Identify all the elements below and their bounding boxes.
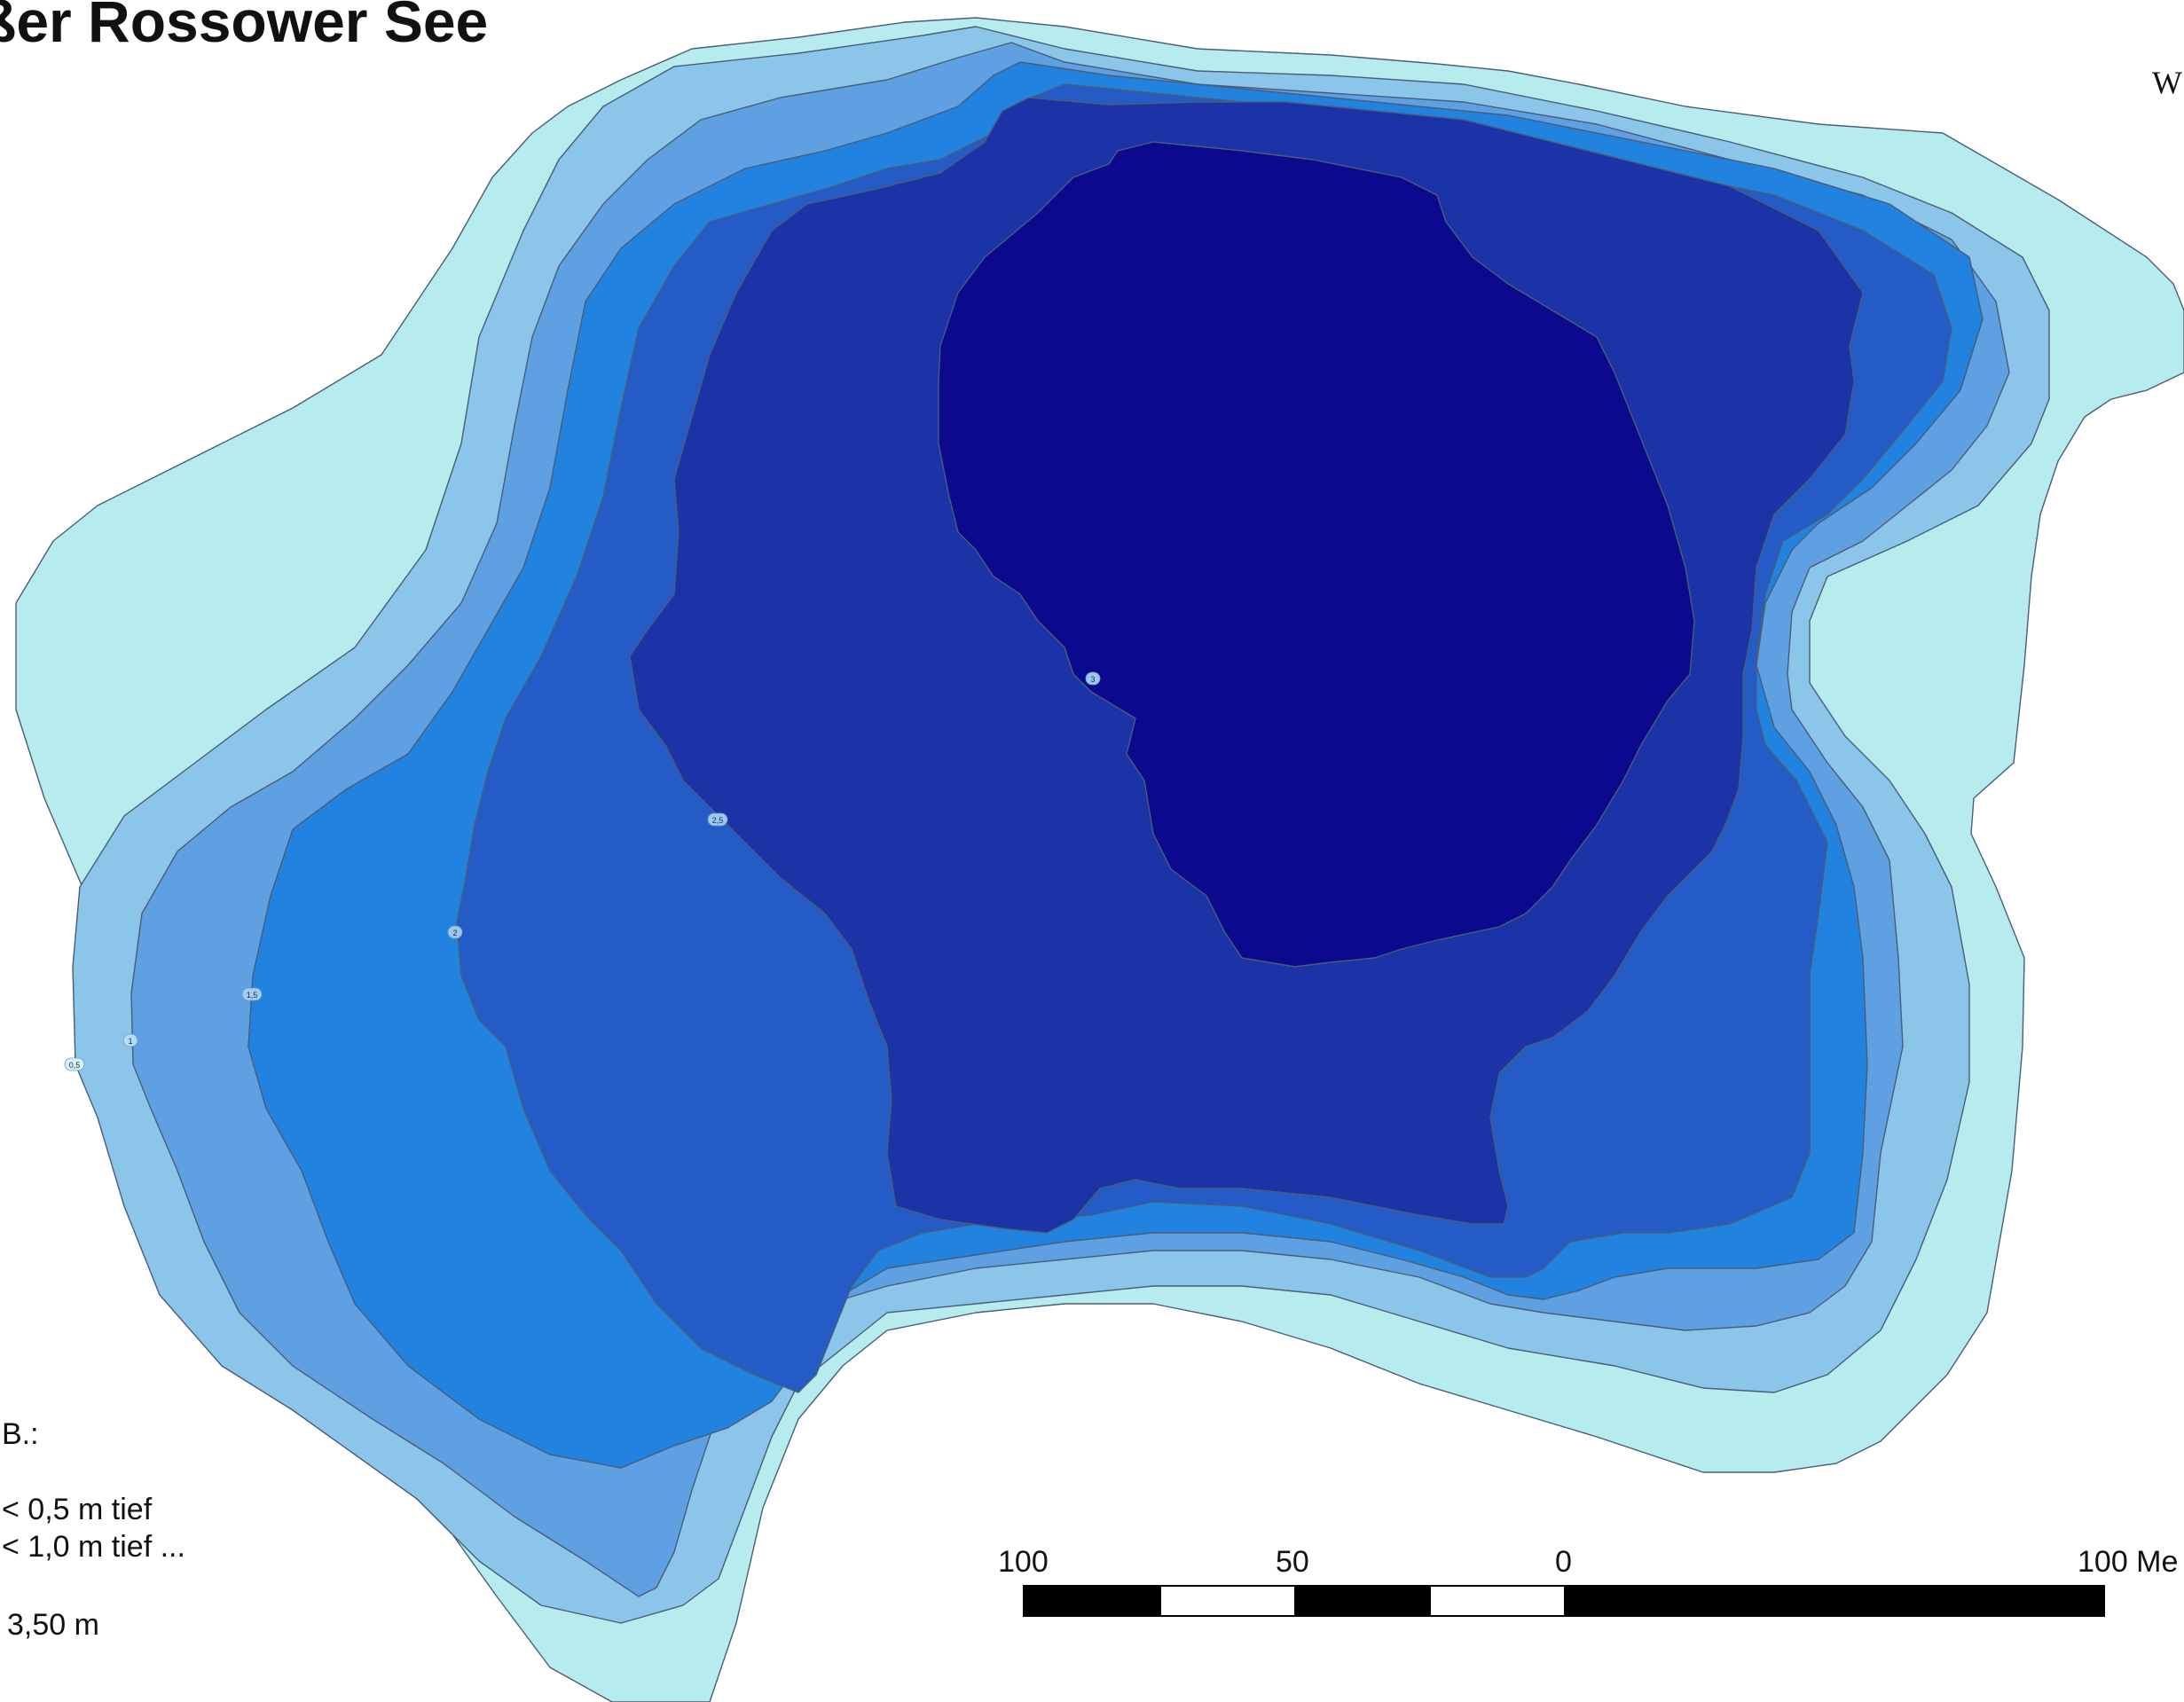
svg-text:3: 3 <box>1090 675 1095 684</box>
scale-bar-segment <box>1159 1585 1296 1617</box>
legend-item-0-5: < 0,5 m tief <box>2 1493 153 1526</box>
depth-label-1-5: 1,5 <box>241 987 263 1001</box>
depth-label-2-5: 2,5 <box>707 812 728 827</box>
scale-bar-segment <box>1429 1585 1566 1617</box>
legend-item-1-0: < 1,0 m tief ... <box>2 1530 185 1564</box>
map-title: ßer Rossower See <box>0 0 489 54</box>
scale-label-50: 50 <box>1276 1545 1309 1579</box>
svg-text:0,5: 0,5 <box>69 1061 81 1070</box>
svg-text:1: 1 <box>128 1037 132 1046</box>
scale-label-100-left: 100 <box>998 1545 1049 1579</box>
scale-bar <box>1023 1585 2105 1617</box>
depth-label-2: 2 <box>447 925 463 939</box>
depth-label-1: 1 <box>122 1033 138 1047</box>
depth-zone-3-5 <box>938 141 1695 968</box>
legend-max-depth: 3,50 m <box>7 1608 99 1642</box>
svg-text:2: 2 <box>452 929 457 937</box>
scale-bar-segment <box>1564 1585 2105 1617</box>
scale-bar-segment <box>1023 1585 1161 1617</box>
scale-label-100-right: 100 Me <box>2078 1545 2179 1579</box>
corner-text: W <box>2152 65 2182 100</box>
depth-label-3: 3 <box>1085 671 1101 686</box>
svg-text:1,5: 1,5 <box>247 991 258 1000</box>
scale-bar-segment <box>1294 1585 1431 1617</box>
scale-label-0: 0 <box>1555 1545 1572 1579</box>
depth-label-0-5: 0,5 <box>64 1057 85 1071</box>
svg-text:2,5: 2,5 <box>712 816 724 825</box>
legend-header: B.: <box>2 1417 39 1451</box>
